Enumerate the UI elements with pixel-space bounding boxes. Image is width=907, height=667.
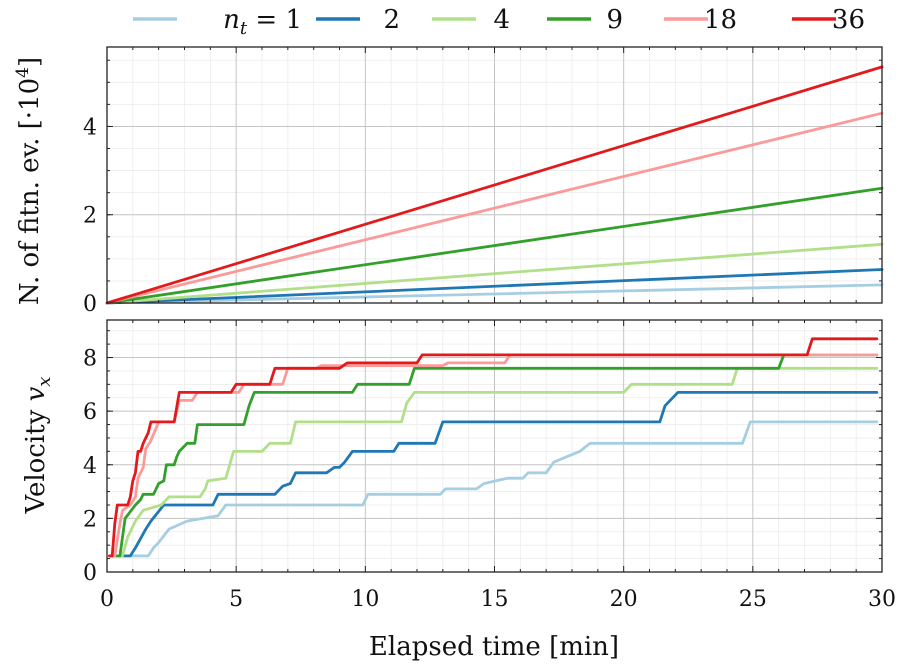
bottom-y-axis-label: Velocity vx: [21, 377, 55, 515]
x-tick-label: 25: [739, 587, 767, 612]
bottom-series-line: [108, 353, 879, 558]
top-series-line: [105, 65, 884, 305]
legend-label: 36: [832, 5, 865, 35]
legend-label: 4: [493, 5, 510, 35]
bottom-series-line: [108, 420, 879, 558]
x-tick-label: 5: [229, 587, 243, 612]
bottom-series: [108, 337, 879, 558]
bottom-y-tick-label: 0: [83, 561, 97, 586]
top-series-line: [105, 111, 884, 305]
legend-label: 9: [606, 5, 623, 35]
bottom-grid: [106, 320, 883, 573]
panel-velocity: 0 2 4 6 8 Velocity vx 0 5 10 15 20 25 30 Elapsed t…: [21, 319, 896, 662]
x-tick-label: 30: [868, 587, 896, 612]
top-y-tick-label: 0: [83, 292, 97, 317]
top-grid: [106, 47, 883, 304]
x-tick-label: 10: [351, 587, 379, 612]
x-tick-label: 20: [610, 587, 638, 612]
top-series-line: [105, 242, 884, 305]
legend-label: 18: [704, 5, 737, 35]
x-axis-label: Elapsed time [min]: [369, 632, 619, 662]
bottom-series-line: [108, 366, 879, 558]
bottom-series-line: [108, 353, 879, 558]
bottom-series-line: [108, 391, 879, 558]
top-series-line: [105, 186, 884, 305]
top-y-tick-label: 4: [83, 115, 97, 140]
legend: nt = 1 2 4 9 18 36: [133, 5, 865, 39]
legend-label: nt = 1: [223, 5, 302, 39]
top-ticks: 0 2 4: [83, 47, 883, 317]
panel-fitness-evaluations: 0 2 4 N. of fitn. ev. [·104]: [13, 46, 884, 317]
x-tick-label: 0: [100, 587, 114, 612]
bottom-y-tick-label: 6: [83, 400, 97, 425]
top-y-tick-label: 2: [83, 204, 97, 229]
bottom-y-tick-label: 2: [83, 507, 97, 532]
bottom-y-tick-label: 8: [83, 347, 97, 372]
top-y-axis-label: N. of fitn. ev. [·104]: [13, 57, 45, 305]
legend-label: 2: [383, 5, 400, 35]
bottom-series-line: [108, 337, 879, 558]
bottom-ticks: 0 2 4 6 8: [83, 320, 883, 586]
bottom-y-tick-label: 4: [83, 454, 97, 479]
x-tick-label: 15: [481, 587, 509, 612]
x-tick-labels: 0 5 10 15 20 25 30: [100, 587, 896, 612]
